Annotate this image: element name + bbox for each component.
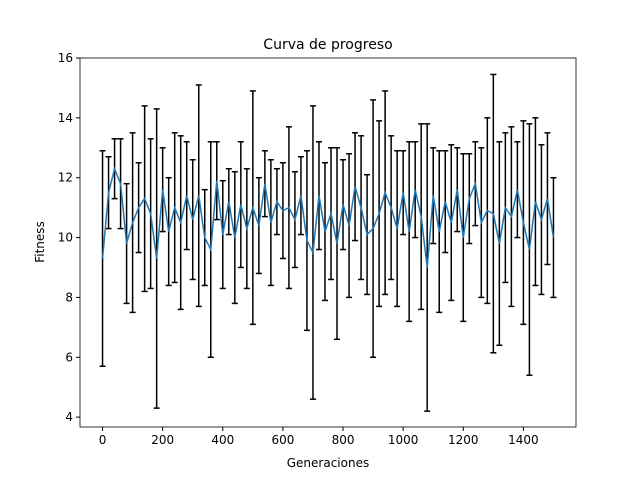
x-tick-label: 800	[332, 433, 355, 447]
plot-frame	[79, 57, 577, 428]
x-tick-label: 400	[211, 433, 234, 447]
y-tick-label: 12	[58, 171, 73, 185]
x-tick-label: 1000	[388, 433, 419, 447]
y-tick-label: 8	[65, 290, 73, 304]
y-tick-label: 10	[58, 231, 73, 245]
y-tick-label: 16	[58, 51, 73, 65]
x-tick-label: 1400	[508, 433, 539, 447]
x-tick-label: 0	[99, 433, 107, 447]
x-axis-label: Generaciones	[287, 456, 369, 470]
chart-title: Curva de progreso	[263, 37, 392, 53]
x-tick-label: 600	[271, 433, 294, 447]
line	[101, 166, 555, 268]
y-tick-label: 14	[58, 111, 73, 125]
y-axis-label: Fitness	[33, 221, 47, 263]
x-tick-label: 200	[151, 433, 174, 447]
y-tick-label: 4	[65, 410, 73, 424]
x-tick-label: 1200	[448, 433, 479, 447]
y-tick-label: 6	[65, 350, 73, 364]
